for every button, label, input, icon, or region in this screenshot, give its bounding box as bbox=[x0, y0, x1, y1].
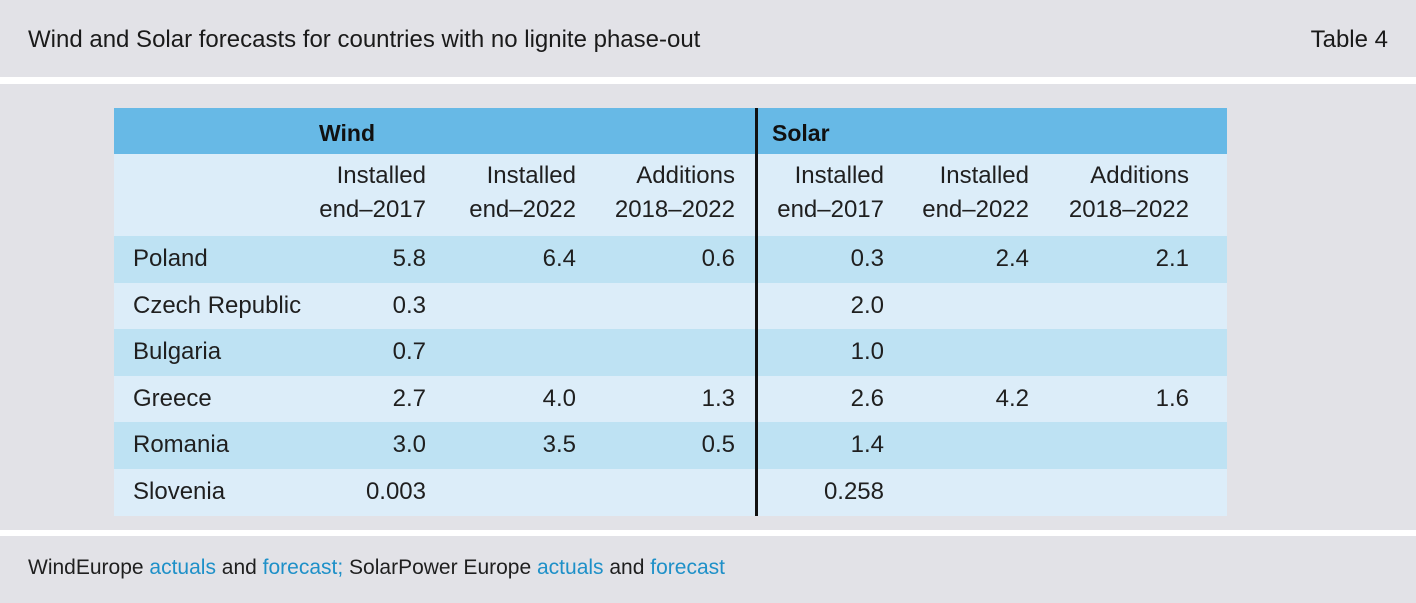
solarpower-actuals-link[interactable]: actuals bbox=[537, 556, 604, 579]
country-cell: Bulgaria bbox=[133, 338, 222, 366]
value-cell-solar-2017: 2.0 bbox=[850, 291, 884, 319]
table-row: Poland 5.8 6.4 0.6 0.3 2.4 2.1 bbox=[114, 236, 1227, 283]
country-cell: Romania bbox=[133, 431, 230, 459]
table-column-header: Installed end–2017 Installed end–2022 Ad… bbox=[114, 154, 1227, 236]
value-cell-wind-add: 1.3 bbox=[701, 384, 735, 412]
value-cell-wind-add: 0.5 bbox=[701, 431, 735, 459]
table-title: Wind and Solar forecasts for countries w… bbox=[28, 26, 701, 53]
source-and: and bbox=[215, 556, 263, 579]
value-cell-solar-2017: 1.4 bbox=[850, 431, 884, 459]
value-cell-solar-add: 1.6 bbox=[1155, 384, 1189, 412]
table-row: Slovenia 0.003 0.258 bbox=[114, 469, 1227, 516]
table-row: Bulgaria 0.7 1.0 bbox=[114, 329, 1227, 376]
value-cell-solar-add: 2.1 bbox=[1155, 245, 1189, 272]
value-cell-wind-2017: 5.8 bbox=[392, 245, 426, 272]
value-cell-solar-2017: 2.6 bbox=[850, 384, 884, 412]
source-footer: WindEurope actuals and forecast; SolarPo… bbox=[0, 536, 1416, 603]
table-row: Romania 3.0 3.5 0.5 1.4 bbox=[114, 422, 1227, 469]
header-bar: Wind and Solar forecasts for countries w… bbox=[0, 0, 1416, 77]
value-cell-wind-add: 0.6 bbox=[701, 245, 735, 272]
col-solar-additions: Additions 2018–2022 bbox=[1068, 162, 1189, 223]
value-cell-wind-2022: 3.5 bbox=[542, 431, 576, 459]
value-cell-wind-2022: 4.0 bbox=[542, 384, 576, 412]
value-cell-wind-2017: 0.7 bbox=[392, 338, 426, 366]
solarpower-forecast-link[interactable]: forecast bbox=[650, 556, 725, 579]
col-wind-installed-2017: Installed end–2017 bbox=[319, 162, 426, 223]
table-row: Greece 2.7 4.0 1.3 2.6 4.2 1.6 bbox=[114, 375, 1227, 423]
country-cell: Greece bbox=[133, 384, 212, 412]
value-cell-wind-2017: 2.7 bbox=[392, 384, 426, 412]
source-solarpower: SolarPower Europe bbox=[343, 556, 537, 579]
table-number-label: Table 4 bbox=[1310, 26, 1388, 53]
col-solar-installed-2022: Installed end–2022 bbox=[922, 162, 1029, 223]
value-cell-solar-2017: 1.0 bbox=[850, 338, 884, 366]
source-windeurope: WindEurope bbox=[28, 556, 150, 579]
group-wind: Wind bbox=[319, 120, 375, 146]
value-cell-solar-2022: 2.4 bbox=[995, 245, 1029, 272]
country-cell: Slovenia bbox=[133, 478, 226, 505]
value-cell-wind-2022: 6.4 bbox=[542, 245, 576, 272]
windeurope-forecast-link[interactable]: forecast; bbox=[262, 556, 344, 579]
windeurope-actuals-link[interactable]: actuals bbox=[149, 556, 216, 579]
value-cell-wind-2017: 0.003 bbox=[365, 478, 426, 505]
group-solar: Solar bbox=[772, 120, 830, 146]
value-cell-wind-2017: 3.0 bbox=[392, 431, 426, 459]
table-row: Czech Republic 0.3 2.0 bbox=[114, 282, 1227, 330]
country-cell: Poland bbox=[133, 245, 208, 272]
value-cell-solar-2017: 0.3 bbox=[850, 245, 884, 272]
table-group-header: Wind Solar bbox=[114, 108, 1227, 154]
col-wind-additions: Additions 2018–2022 bbox=[614, 162, 735, 223]
col-wind-installed-2022: Installed end–2022 bbox=[469, 162, 576, 223]
value-cell-solar-2022: 4.2 bbox=[995, 384, 1029, 412]
wind-solar-divider bbox=[755, 108, 758, 516]
forecast-table: Wind Solar Installed end–2017 Installed … bbox=[114, 108, 1227, 516]
country-cell: Czech Republic bbox=[133, 291, 302, 319]
value-cell-wind-2017: 0.3 bbox=[392, 291, 426, 319]
source-and: and bbox=[603, 556, 651, 579]
source-line: WindEurope actuals and forecast; SolarPo… bbox=[28, 556, 725, 580]
col-solar-installed-2017: Installed end–2017 bbox=[777, 162, 884, 223]
value-cell-solar-2017: 0.258 bbox=[823, 478, 884, 505]
